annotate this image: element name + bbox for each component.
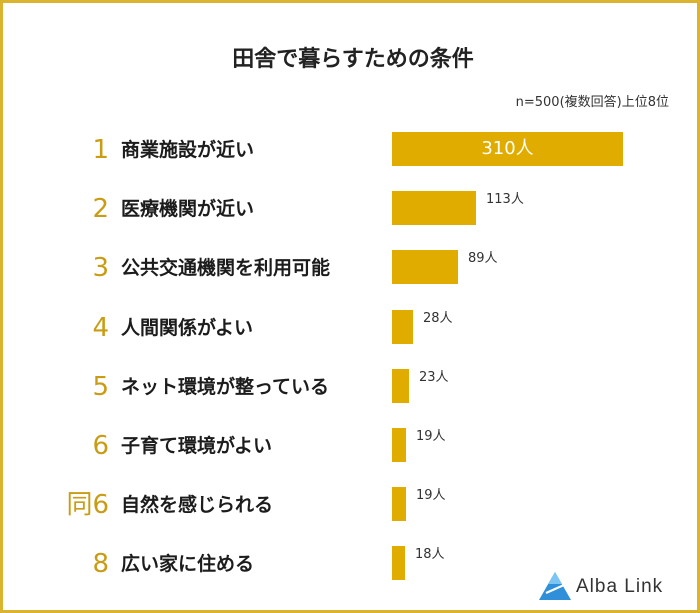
value-label: 18人: [415, 547, 445, 562]
bar-row: 同6 自然を感じられる 19人: [3, 485, 700, 525]
bar: [392, 132, 623, 166]
category-label: 公共交通機関を利用可能: [121, 257, 331, 279]
rank-number: 同6: [66, 490, 109, 520]
bar-row: 6 子育て環境がよい 19人: [3, 426, 700, 466]
rank-number: 5: [92, 372, 109, 402]
rank-number: 1: [92, 135, 109, 165]
bar-row: 1 商業施設が近い 310人: [3, 130, 700, 170]
bar: [392, 546, 405, 580]
category-label: 人間関係がよい: [121, 317, 254, 339]
rank-number: 8: [92, 549, 109, 579]
category-label: ネット環境が整っている: [121, 376, 330, 398]
bar: [392, 428, 406, 462]
rank-number: 6: [92, 431, 109, 461]
value-label: 28人: [423, 311, 453, 326]
category-label: 自然を感じられる: [121, 494, 274, 516]
value-label: 113人: [486, 192, 524, 207]
sample-note: n=500(複数回答)上位8位: [515, 95, 669, 110]
rank-number: 2: [92, 194, 109, 224]
category-label: 子育て環境がよい: [121, 435, 273, 457]
category-label: 商業施設が近い: [121, 139, 255, 161]
bar-row: 8 広い家に住める 18人: [3, 544, 700, 584]
bar-row: 5 ネット環境が整っている 23人: [3, 367, 700, 407]
bar: [392, 487, 406, 521]
value-label: 23人: [419, 370, 449, 385]
chart-title: 田舎で暮らすための条件: [232, 47, 474, 72]
category-label: 医療機関が近い: [121, 198, 255, 220]
bar-row: 4 人間関係がよい 28人: [3, 308, 700, 348]
category-label: 広い家に住める: [121, 553, 255, 575]
rank-number: 3: [92, 253, 109, 283]
brand-name: Alba Link: [576, 576, 664, 597]
bar: [392, 191, 476, 225]
bar: [392, 250, 458, 284]
value-label: 89人: [468, 251, 498, 266]
value-label: 310人: [481, 138, 534, 159]
value-label: 19人: [416, 429, 446, 444]
bar: [392, 369, 409, 403]
triangle-logo-icon: [539, 572, 571, 600]
value-label: 19人: [416, 488, 446, 503]
rank-number: 4: [92, 313, 109, 343]
bar-row: 2 医療機関が近い 113人: [3, 189, 700, 229]
bar-row: 3 公共交通機関を利用可能 89人: [3, 248, 700, 288]
bar: [392, 310, 413, 344]
